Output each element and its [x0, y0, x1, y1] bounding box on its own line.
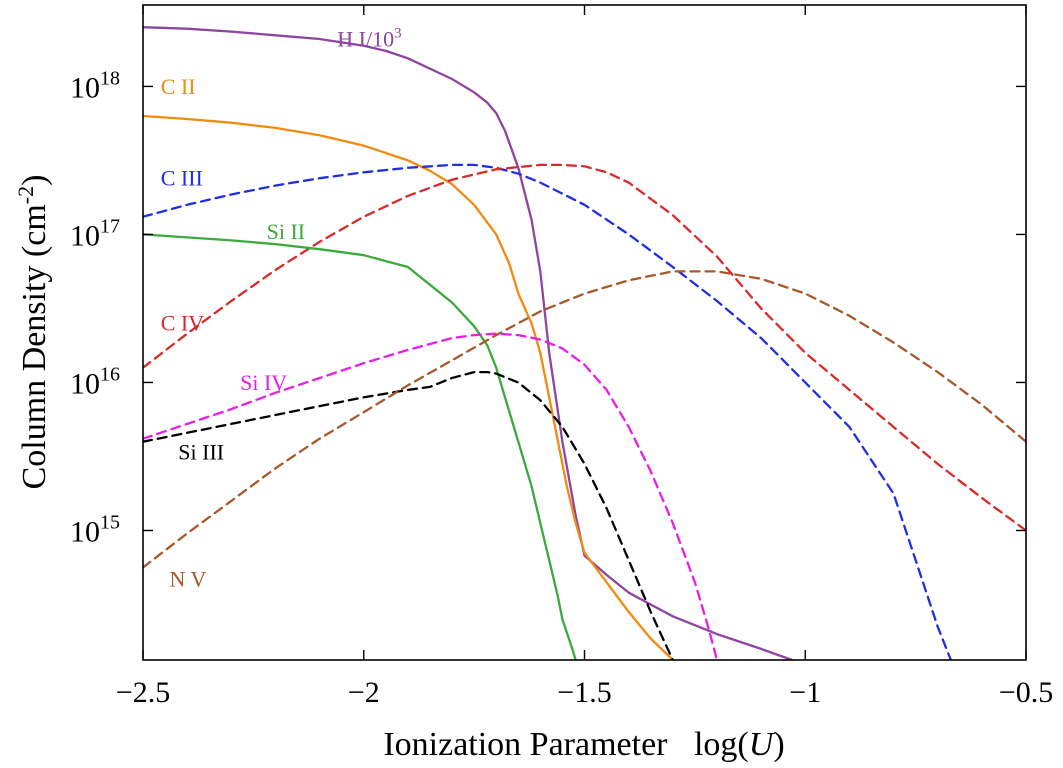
series-line-c-ii — [143, 114, 674, 660]
series-label-c-ii: C II — [161, 74, 196, 99]
plot-curves — [143, 26, 1026, 660]
y-axis-title-text: Column Density (cm — [16, 204, 53, 489]
series-line-h-i-103 — [143, 26, 794, 660]
series-label-c-iv: C IV — [161, 311, 205, 336]
y-axis-title: Column Density (cm-2) — [13, 175, 53, 490]
series-line-n-v — [143, 270, 1026, 569]
x-tick-label: −1.5 — [557, 676, 611, 709]
x-tick-label: −2 — [348, 676, 380, 709]
series-labels: H I/103 C II C III C IV Si II Si IV Si III N V — [161, 25, 402, 591]
series-line-c-iii — [143, 163, 953, 660]
series-line-si-iv — [143, 332, 719, 660]
series-line-si-iii — [143, 370, 674, 660]
series-line-c-iv — [143, 163, 1026, 532]
series-label-si-iv: Si IV — [240, 370, 287, 395]
x-axis-title-math: log( — [694, 726, 749, 763]
y-axis-title-sup: -2 — [13, 186, 38, 204]
x-axis-title: Ionization Parameter log(U) — [383, 726, 784, 763]
series-label-si-iii: Si III — [178, 439, 224, 464]
x-tick-label: −2.5 — [116, 676, 170, 709]
y-tick-label: 1017 — [70, 215, 120, 252]
axis-ticks — [142, 5, 1027, 660]
series-label-h-i-103: H I/103 — [337, 25, 401, 51]
y-tick-label: 1018 — [70, 67, 120, 104]
x-axis-title-var: U — [749, 726, 776, 763]
y-tick-label: 1016 — [70, 363, 120, 400]
y-axis-title-close: ) — [16, 175, 53, 186]
plot-frame — [142, 4, 1027, 661]
x-axis-title-close: ) — [773, 726, 784, 763]
series-line-si-ii — [143, 233, 577, 660]
series-label-c-iii: C III — [161, 166, 203, 191]
x-tick-label: −0.5 — [999, 676, 1053, 709]
x-axis-title-text: Ionization Parameter — [383, 726, 668, 763]
y-tick-label: 1015 — [70, 511, 120, 548]
x-tick-label: −1 — [789, 676, 821, 709]
series-label-si-ii: Si II — [267, 219, 306, 244]
series-label-n-v: N V — [170, 567, 207, 592]
tick-labels: −2.5 −2 −1.5 −1 −0.5 1015 1016 1017 1018 — [70, 67, 1053, 709]
